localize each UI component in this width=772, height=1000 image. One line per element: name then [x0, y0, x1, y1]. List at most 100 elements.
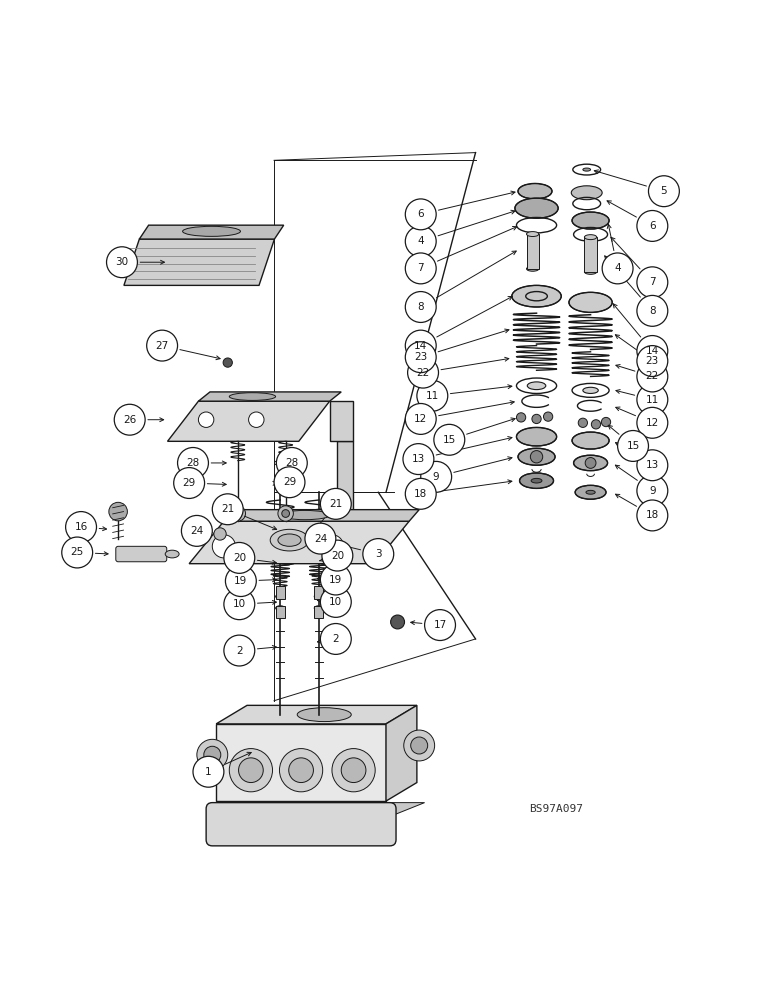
Polygon shape: [124, 239, 275, 285]
Circle shape: [212, 535, 235, 558]
Polygon shape: [216, 705, 417, 724]
Circle shape: [411, 737, 428, 754]
Text: 19: 19: [329, 575, 343, 585]
Ellipse shape: [527, 266, 539, 271]
Circle shape: [197, 739, 228, 770]
Text: 29: 29: [283, 477, 296, 487]
Text: 8: 8: [649, 306, 655, 316]
Text: 21: 21: [329, 499, 343, 509]
Text: 22: 22: [645, 371, 659, 381]
Circle shape: [637, 361, 668, 392]
Circle shape: [224, 542, 255, 573]
Circle shape: [637, 407, 668, 438]
Text: 7: 7: [418, 263, 424, 273]
Circle shape: [204, 746, 221, 763]
Text: 3: 3: [375, 549, 381, 559]
Polygon shape: [198, 392, 341, 401]
Text: 21: 21: [221, 504, 235, 514]
Circle shape: [193, 756, 224, 787]
Text: 10: 10: [232, 599, 246, 609]
Circle shape: [224, 589, 255, 620]
Ellipse shape: [586, 490, 595, 494]
Text: 2: 2: [333, 634, 339, 644]
Text: 18: 18: [645, 510, 659, 520]
Ellipse shape: [314, 594, 323, 599]
Circle shape: [516, 413, 526, 422]
Circle shape: [637, 267, 668, 298]
Ellipse shape: [229, 393, 276, 400]
Circle shape: [174, 468, 205, 498]
Circle shape: [637, 336, 668, 366]
Text: 4: 4: [418, 236, 424, 246]
Text: 20: 20: [232, 553, 246, 563]
Text: 25: 25: [70, 547, 84, 557]
Text: 10: 10: [329, 597, 343, 607]
Ellipse shape: [583, 168, 591, 171]
Ellipse shape: [515, 198, 558, 218]
Circle shape: [107, 247, 137, 278]
Text: 22: 22: [416, 368, 430, 378]
Polygon shape: [337, 441, 353, 521]
Polygon shape: [208, 803, 425, 815]
Circle shape: [637, 450, 668, 481]
Circle shape: [289, 758, 313, 783]
Circle shape: [391, 615, 405, 629]
Circle shape: [408, 357, 438, 388]
Circle shape: [405, 478, 436, 509]
Ellipse shape: [527, 382, 546, 390]
Circle shape: [230, 506, 245, 521]
Circle shape: [332, 749, 375, 792]
Circle shape: [405, 292, 436, 322]
Bar: [584, 237, 597, 272]
Circle shape: [543, 412, 553, 421]
Text: 27: 27: [155, 341, 169, 351]
Circle shape: [62, 537, 93, 568]
Text: 26: 26: [123, 415, 137, 425]
Ellipse shape: [583, 387, 598, 393]
Circle shape: [229, 749, 273, 792]
Bar: [276, 606, 285, 618]
Circle shape: [181, 515, 212, 546]
Text: 17: 17: [433, 620, 447, 630]
Polygon shape: [224, 510, 419, 521]
Ellipse shape: [575, 485, 606, 499]
Circle shape: [405, 342, 436, 373]
Text: 15: 15: [626, 441, 640, 451]
Text: 19: 19: [234, 576, 248, 586]
Circle shape: [114, 404, 145, 435]
Ellipse shape: [571, 186, 602, 200]
Circle shape: [585, 458, 596, 468]
Text: 6: 6: [649, 221, 655, 231]
Text: 14: 14: [645, 346, 659, 356]
Circle shape: [239, 758, 263, 783]
Text: 23: 23: [645, 356, 659, 366]
Circle shape: [618, 431, 648, 461]
Circle shape: [320, 564, 351, 595]
Circle shape: [109, 502, 127, 521]
Text: BS97A097: BS97A097: [529, 804, 583, 814]
Circle shape: [405, 330, 436, 361]
Circle shape: [532, 414, 541, 424]
Circle shape: [198, 412, 214, 427]
Text: 5: 5: [661, 186, 667, 196]
Text: 13: 13: [411, 454, 425, 464]
Ellipse shape: [279, 510, 330, 520]
Circle shape: [403, 444, 434, 475]
Circle shape: [591, 420, 601, 429]
Bar: [276, 586, 285, 599]
Circle shape: [601, 417, 611, 427]
Text: 28: 28: [285, 458, 299, 468]
Ellipse shape: [518, 448, 555, 465]
Ellipse shape: [278, 534, 301, 546]
Ellipse shape: [572, 432, 609, 449]
Text: 23: 23: [414, 352, 428, 362]
Circle shape: [224, 635, 255, 666]
Text: 9: 9: [649, 486, 655, 496]
Text: 2: 2: [236, 646, 242, 656]
Ellipse shape: [518, 183, 552, 199]
Circle shape: [214, 528, 226, 540]
Ellipse shape: [569, 292, 612, 312]
Circle shape: [637, 295, 668, 326]
Ellipse shape: [531, 478, 542, 483]
Text: 8: 8: [418, 302, 424, 312]
